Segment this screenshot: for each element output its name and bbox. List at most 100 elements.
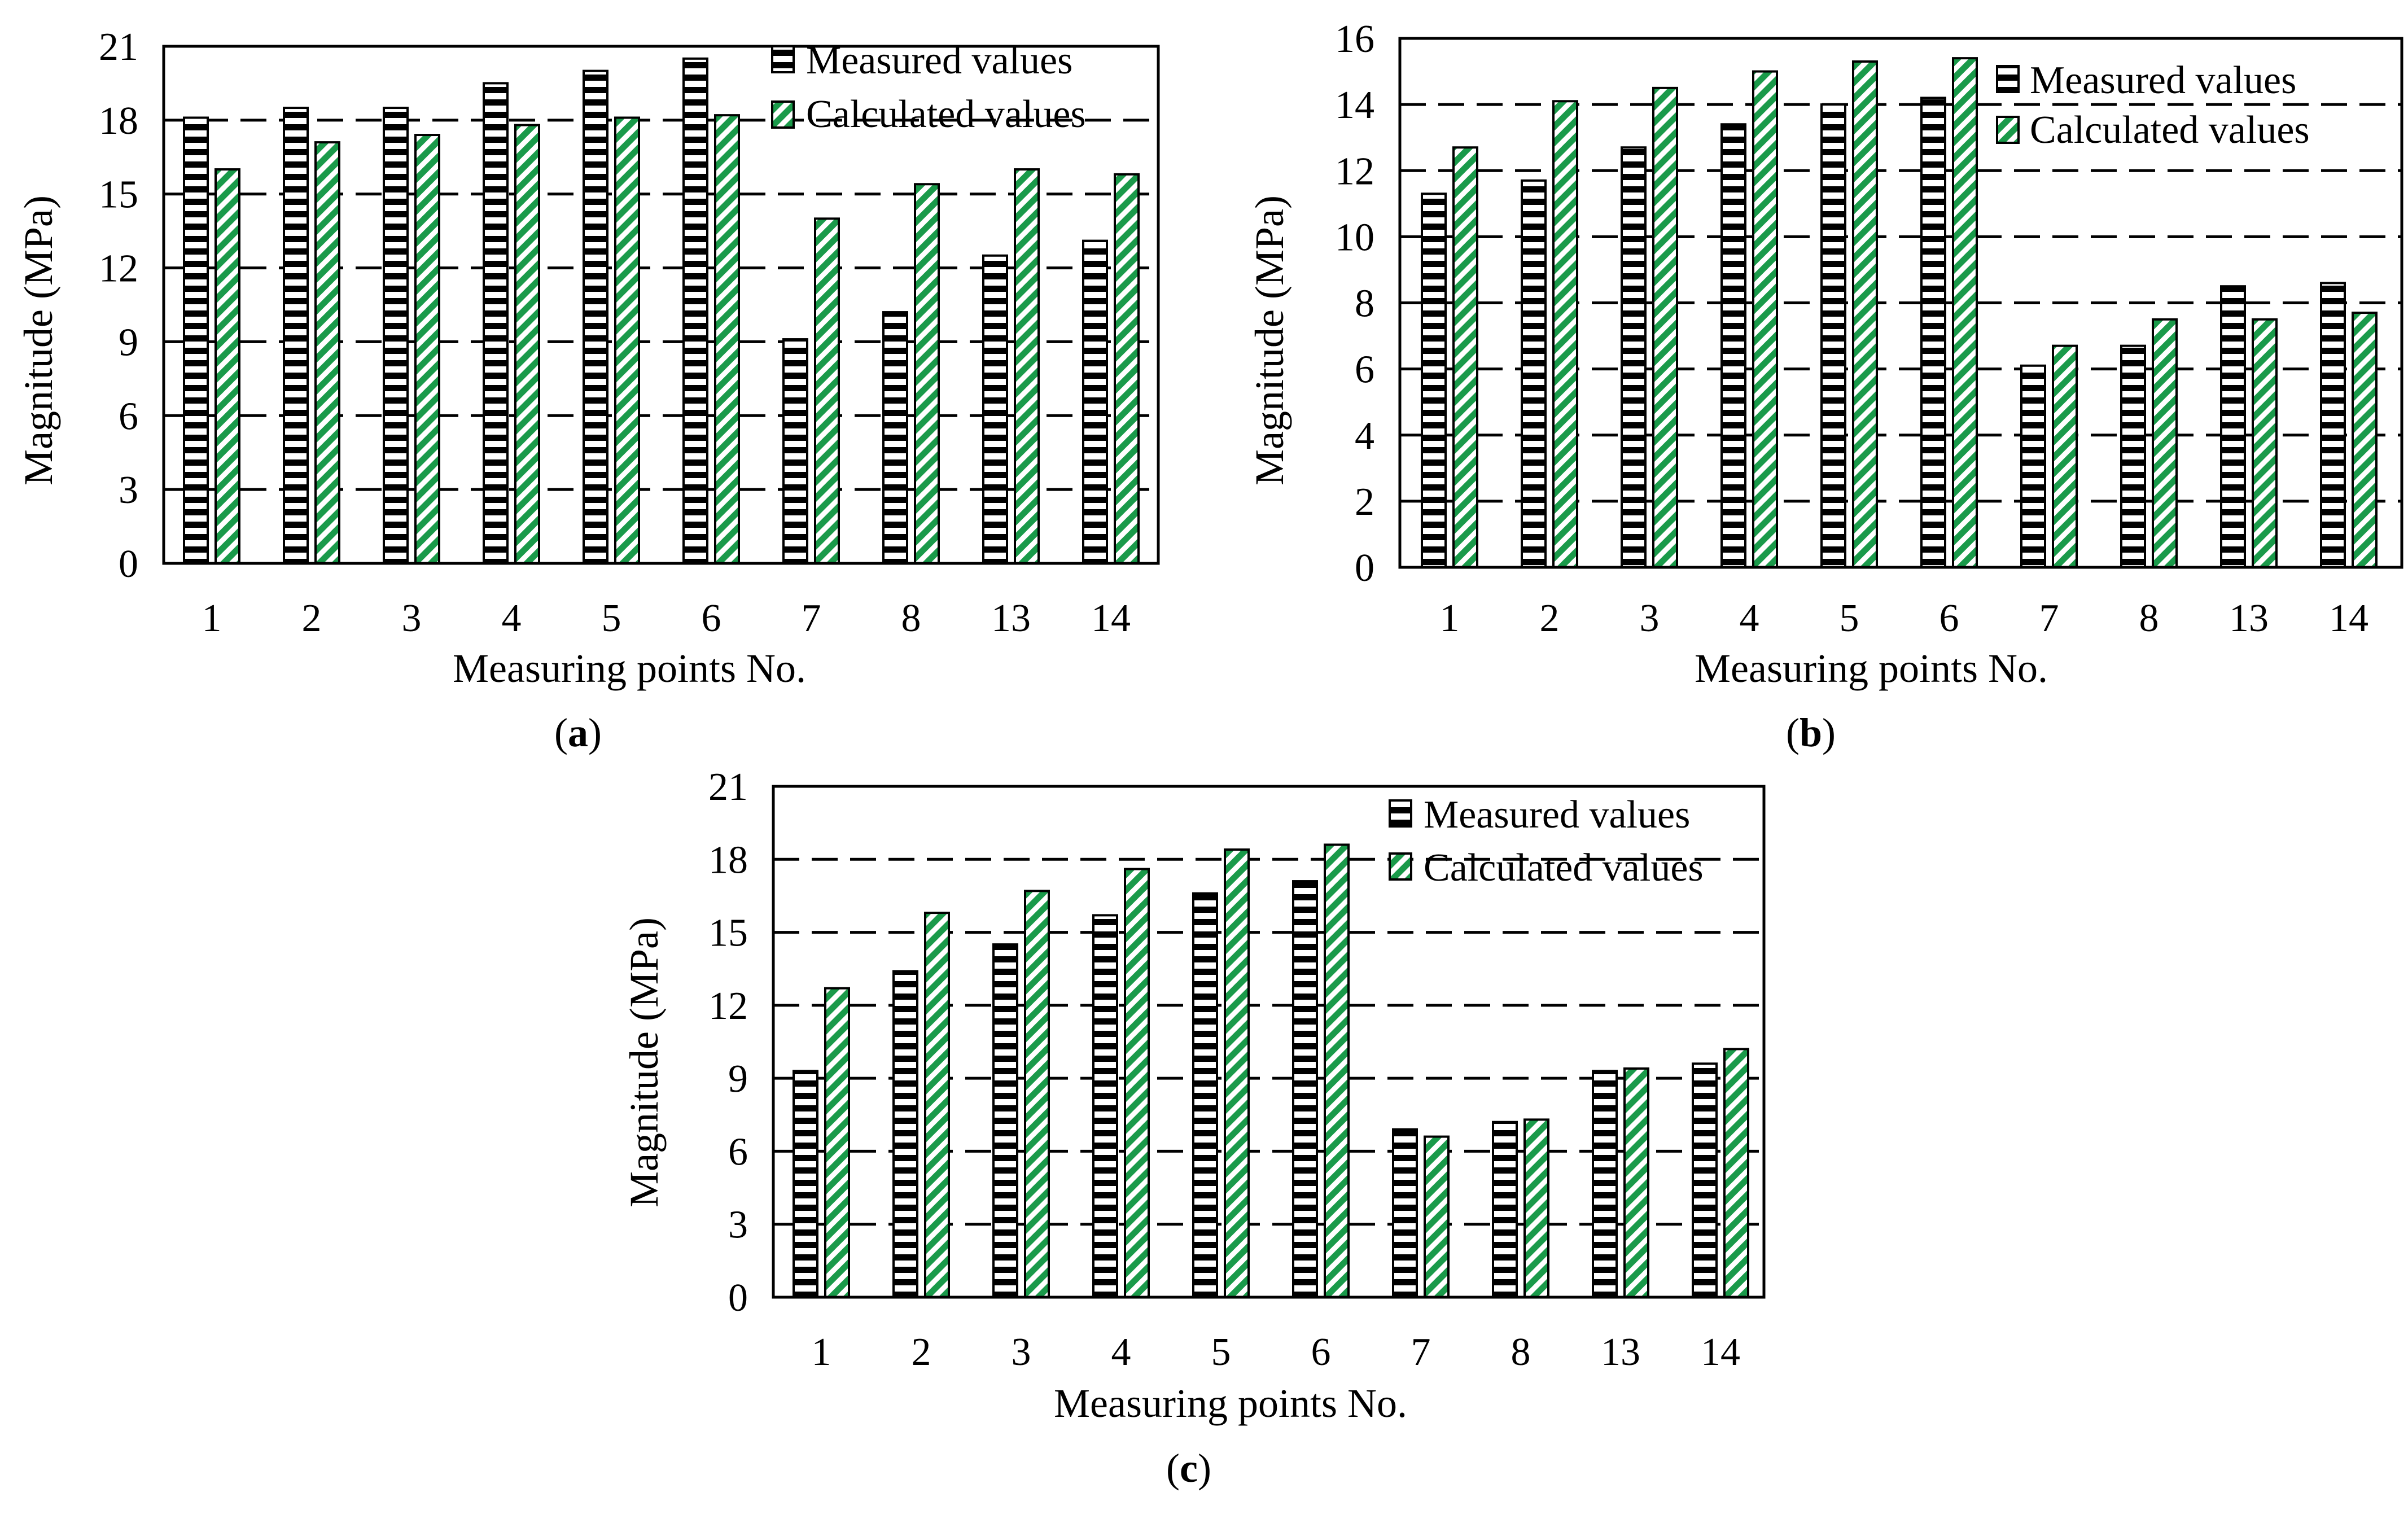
grid-lines [164, 119, 1158, 491]
x-tick-label: 4 [1111, 1331, 1131, 1374]
bar-measured-14 [1082, 239, 1108, 565]
x-tick-labels: 1 2 3 4 5 6 7 8 13 14 [202, 597, 1131, 640]
x-tick-label: 4 [502, 597, 522, 640]
bar-calculated-4 [1752, 70, 1778, 568]
bar-calculated-14 [2352, 312, 2378, 568]
legend: Measured values Calculated values [1389, 793, 1704, 890]
y-tick-label: 4 [1355, 414, 1374, 458]
bar-measured-13 [982, 254, 1008, 564]
y-tick-label: 3 [728, 1203, 748, 1247]
x-tick-label: 7 [2039, 597, 2059, 640]
x-tick-label: 6 [702, 597, 721, 640]
y-tick-labels: 0 2 4 6 8 10 12 14 16 [1335, 17, 1374, 590]
x-tick-label: 13 [991, 597, 1031, 640]
x-tick-labels: 1 2 3 4 5 6 7 8 13 14 [1440, 597, 2369, 640]
y-tick-label: 0 [119, 542, 138, 586]
bar-measured-1 [183, 116, 209, 564]
x-tick-label: 3 [1640, 597, 1660, 640]
legend: Measured values Calculated values [1996, 59, 2310, 152]
x-tick-label: 4 [1740, 597, 1759, 640]
x-tick-label: 2 [1540, 597, 1560, 640]
bar-calculated-6 [1952, 57, 1978, 568]
bar-measured-7 [2020, 364, 2046, 568]
y-axis-title: Magnitude (MPa) [621, 917, 667, 1207]
x-tick-label: 14 [1091, 597, 1131, 640]
bar-calculated-6 [1324, 843, 1350, 1298]
x-tick-label: 3 [1012, 1331, 1031, 1374]
bar-measured-3 [992, 943, 1018, 1298]
y-tick-label: 9 [119, 321, 138, 364]
x-tick-label: 6 [1311, 1331, 1331, 1374]
y-tick-label: 3 [119, 469, 138, 512]
bar-calculated-13 [1623, 1067, 1649, 1299]
legend-swatch-calculated [771, 100, 795, 129]
bar-calculated-5 [614, 116, 640, 564]
x-tick-label: 7 [1411, 1331, 1431, 1374]
x-tick-label: 8 [901, 597, 921, 640]
bar-measured-2 [1521, 179, 1547, 569]
x-axis-title: Measuring points No. [453, 646, 806, 691]
bar-calculated-2 [924, 912, 950, 1298]
bar-measured-14 [1692, 1062, 1718, 1299]
y-tick-label: 12 [1335, 150, 1374, 193]
panel-letter-a: a [568, 710, 588, 755]
y-tick-label: 2 [1355, 480, 1374, 524]
x-tick-label: 1 [812, 1331, 831, 1374]
bar-calculated-1 [824, 987, 850, 1298]
y-tick-label: 15 [99, 173, 138, 217]
panel-letter-c: c [1180, 1446, 1198, 1491]
bar-measured-4 [1720, 123, 1746, 568]
bar-measured-6 [1292, 880, 1318, 1298]
y-tick-label: 12 [99, 247, 138, 291]
x-tick-label: 1 [202, 597, 222, 640]
x-tick-label: 13 [1601, 1331, 1640, 1374]
bar-calculated-4 [1124, 868, 1150, 1298]
x-axis-title: Measuring points No. [1695, 646, 2048, 691]
x-tick-label: 8 [2139, 597, 2159, 640]
bar-measured-6 [1920, 97, 1946, 569]
bar-calculated-2 [314, 141, 340, 565]
legend-swatch-measured [1996, 65, 2020, 93]
plot-frame [162, 45, 1160, 565]
legend-swatch-measured [1389, 799, 1412, 828]
y-tick-label: 12 [708, 984, 748, 1028]
y-tick-labels: 0 3 6 9 12 15 18 21 [99, 25, 138, 586]
bar-measured-2 [283, 107, 309, 565]
bar-calculated-1 [214, 168, 240, 565]
plot-frame [772, 785, 1766, 1299]
bar-calculated-6 [714, 114, 740, 564]
bar-measured-5 [1192, 892, 1218, 1298]
y-tick-label: 9 [728, 1057, 748, 1101]
bar-measured-8 [882, 311, 908, 564]
y-tick-label: 21 [99, 25, 138, 69]
y-tick-label: 21 [708, 765, 748, 809]
bar-measured-1 [1421, 192, 1447, 568]
bar-calculated-13 [2252, 318, 2278, 568]
x-tick-label: 14 [1701, 1331, 1740, 1374]
bar-measured-8 [1492, 1121, 1518, 1298]
y-axis-title: Magnitude (MPa) [1247, 195, 1292, 485]
x-axis-title: Measuring points No. [1054, 1381, 1407, 1426]
legend-label-measured: Measured values [1424, 793, 1690, 837]
bar-calculated-1 [1452, 146, 1478, 569]
x-tick-label: 8 [1511, 1331, 1531, 1374]
panel-label-c: (c) [1166, 1446, 1211, 1491]
grid-lines [1400, 103, 2402, 503]
x-tick-label: 5 [1211, 1331, 1231, 1374]
bar-calculated-8 [2152, 318, 2178, 568]
panel-label-a: (a) [554, 710, 602, 755]
y-tick-label: 0 [1355, 546, 1374, 590]
legend-swatch-calculated [1389, 852, 1412, 881]
plot-frame [1398, 37, 2403, 569]
bar-measured-7 [1392, 1128, 1418, 1298]
bar-calculated-13 [1014, 168, 1040, 565]
bar-group [793, 843, 1749, 1299]
axes [1398, 37, 2403, 569]
bar-measured-5 [583, 69, 608, 565]
y-tick-label: 14 [1335, 84, 1374, 127]
bar-calculated-3 [414, 134, 440, 564]
x-tick-label: 2 [302, 597, 322, 640]
bar-calculated-14 [1114, 173, 1140, 565]
bar-calculated-5 [1852, 60, 1878, 568]
